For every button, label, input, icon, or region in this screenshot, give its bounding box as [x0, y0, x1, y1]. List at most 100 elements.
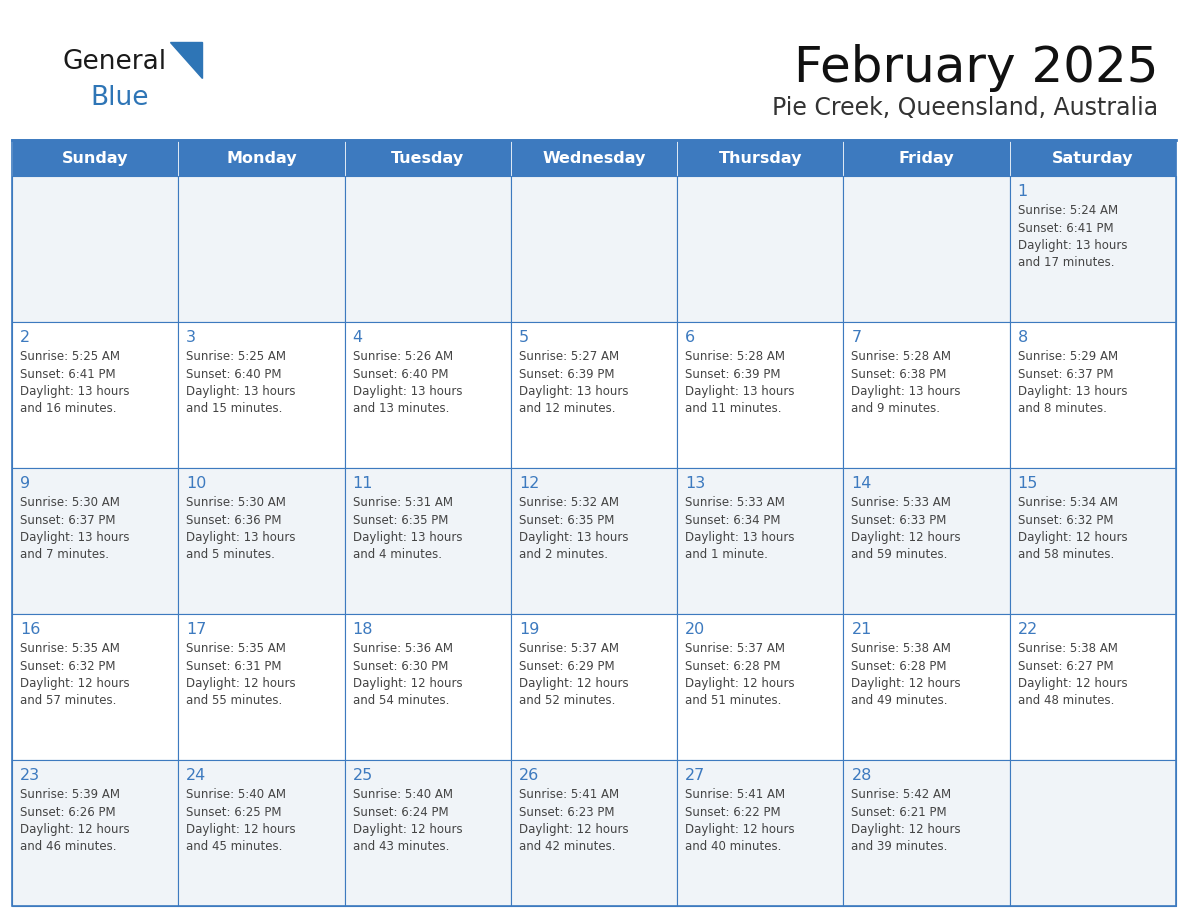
Bar [843, 176, 1010, 322]
Text: 10: 10 [187, 476, 207, 491]
Text: 20: 20 [685, 622, 706, 637]
Bar [345, 322, 511, 468]
Bar [12, 614, 178, 760]
Text: Monday: Monday [226, 151, 297, 165]
Text: Sunrise: 5:39 AM
Sunset: 6:26 PM
Daylight: 12 hours
and 46 minutes.: Sunrise: 5:39 AM Sunset: 6:26 PM Dayligh… [20, 788, 129, 854]
Text: 21: 21 [852, 622, 872, 637]
Text: 28: 28 [852, 768, 872, 783]
Text: 12: 12 [519, 476, 539, 491]
Text: 19: 19 [519, 622, 539, 637]
Bar [178, 322, 345, 468]
Bar [843, 322, 1010, 468]
Bar [511, 468, 677, 614]
Bar [843, 468, 1010, 614]
Bar [345, 140, 511, 176]
Text: 2: 2 [20, 330, 30, 345]
Bar [677, 322, 843, 468]
Bar [511, 176, 677, 322]
Text: 17: 17 [187, 622, 207, 637]
Bar [178, 614, 345, 760]
Text: Sunrise: 5:33 AM
Sunset: 6:34 PM
Daylight: 13 hours
and 1 minute.: Sunrise: 5:33 AM Sunset: 6:34 PM Dayligh… [685, 496, 795, 562]
Bar [511, 322, 677, 468]
Bar [677, 614, 843, 760]
Text: 22: 22 [1018, 622, 1038, 637]
Text: Sunrise: 5:37 AM
Sunset: 6:28 PM
Daylight: 12 hours
and 51 minutes.: Sunrise: 5:37 AM Sunset: 6:28 PM Dayligh… [685, 642, 795, 708]
Text: Sunrise: 5:25 AM
Sunset: 6:41 PM
Daylight: 13 hours
and 16 minutes.: Sunrise: 5:25 AM Sunset: 6:41 PM Dayligh… [20, 350, 129, 416]
Text: Sunrise: 5:32 AM
Sunset: 6:35 PM
Daylight: 13 hours
and 2 minutes.: Sunrise: 5:32 AM Sunset: 6:35 PM Dayligh… [519, 496, 628, 562]
Text: Tuesday: Tuesday [391, 151, 465, 165]
Text: Sunrise: 5:24 AM
Sunset: 6:41 PM
Daylight: 13 hours
and 17 minutes.: Sunrise: 5:24 AM Sunset: 6:41 PM Dayligh… [1018, 204, 1127, 270]
Text: Blue: Blue [90, 85, 148, 111]
Bar [345, 176, 511, 322]
Bar [511, 140, 677, 176]
Bar [843, 614, 1010, 760]
Text: Sunrise: 5:36 AM
Sunset: 6:30 PM
Daylight: 12 hours
and 54 minutes.: Sunrise: 5:36 AM Sunset: 6:30 PM Dayligh… [353, 642, 462, 708]
Bar [1010, 760, 1176, 906]
Text: Sunrise: 5:28 AM
Sunset: 6:38 PM
Daylight: 13 hours
and 9 minutes.: Sunrise: 5:28 AM Sunset: 6:38 PM Dayligh… [852, 350, 961, 416]
Bar [12, 176, 178, 322]
Text: Sunrise: 5:40 AM
Sunset: 6:24 PM
Daylight: 12 hours
and 43 minutes.: Sunrise: 5:40 AM Sunset: 6:24 PM Dayligh… [353, 788, 462, 854]
Bar [345, 468, 511, 614]
Text: 4: 4 [353, 330, 362, 345]
Text: 7: 7 [852, 330, 861, 345]
Text: 6: 6 [685, 330, 695, 345]
Text: Sunrise: 5:42 AM
Sunset: 6:21 PM
Daylight: 12 hours
and 39 minutes.: Sunrise: 5:42 AM Sunset: 6:21 PM Dayligh… [852, 788, 961, 854]
Text: 18: 18 [353, 622, 373, 637]
Bar [178, 760, 345, 906]
Text: 23: 23 [20, 768, 40, 783]
Text: Wednesday: Wednesday [542, 151, 646, 165]
Bar [345, 614, 511, 760]
Text: Sunrise: 5:31 AM
Sunset: 6:35 PM
Daylight: 13 hours
and 4 minutes.: Sunrise: 5:31 AM Sunset: 6:35 PM Dayligh… [353, 496, 462, 562]
Text: Sunrise: 5:33 AM
Sunset: 6:33 PM
Daylight: 12 hours
and 59 minutes.: Sunrise: 5:33 AM Sunset: 6:33 PM Dayligh… [852, 496, 961, 562]
Bar [12, 468, 178, 614]
Text: Sunrise: 5:27 AM
Sunset: 6:39 PM
Daylight: 13 hours
and 12 minutes.: Sunrise: 5:27 AM Sunset: 6:39 PM Dayligh… [519, 350, 628, 416]
Text: Sunrise: 5:35 AM
Sunset: 6:32 PM
Daylight: 12 hours
and 57 minutes.: Sunrise: 5:35 AM Sunset: 6:32 PM Dayligh… [20, 642, 129, 708]
Bar [677, 140, 843, 176]
Text: Sunrise: 5:30 AM
Sunset: 6:36 PM
Daylight: 13 hours
and 5 minutes.: Sunrise: 5:30 AM Sunset: 6:36 PM Dayligh… [187, 496, 296, 562]
Bar [511, 760, 677, 906]
Text: Saturday: Saturday [1053, 151, 1133, 165]
Bar [677, 760, 843, 906]
Text: Sunrise: 5:38 AM
Sunset: 6:27 PM
Daylight: 12 hours
and 48 minutes.: Sunrise: 5:38 AM Sunset: 6:27 PM Dayligh… [1018, 642, 1127, 708]
Text: Sunrise: 5:40 AM
Sunset: 6:25 PM
Daylight: 12 hours
and 45 minutes.: Sunrise: 5:40 AM Sunset: 6:25 PM Dayligh… [187, 788, 296, 854]
Text: 5: 5 [519, 330, 529, 345]
Text: Sunrise: 5:26 AM
Sunset: 6:40 PM
Daylight: 13 hours
and 13 minutes.: Sunrise: 5:26 AM Sunset: 6:40 PM Dayligh… [353, 350, 462, 416]
Text: February 2025: February 2025 [794, 44, 1158, 92]
Text: Sunrise: 5:29 AM
Sunset: 6:37 PM
Daylight: 13 hours
and 8 minutes.: Sunrise: 5:29 AM Sunset: 6:37 PM Dayligh… [1018, 350, 1127, 416]
Bar [12, 322, 178, 468]
Text: 8: 8 [1018, 330, 1028, 345]
Bar [345, 760, 511, 906]
Text: Sunrise: 5:25 AM
Sunset: 6:40 PM
Daylight: 13 hours
and 15 minutes.: Sunrise: 5:25 AM Sunset: 6:40 PM Dayligh… [187, 350, 296, 416]
Text: Sunrise: 5:37 AM
Sunset: 6:29 PM
Daylight: 12 hours
and 52 minutes.: Sunrise: 5:37 AM Sunset: 6:29 PM Dayligh… [519, 642, 628, 708]
Text: 9: 9 [20, 476, 30, 491]
Text: Sunday: Sunday [62, 151, 128, 165]
Bar [178, 468, 345, 614]
Bar [1010, 322, 1176, 468]
Bar [12, 760, 178, 906]
Text: 24: 24 [187, 768, 207, 783]
Text: Sunrise: 5:41 AM
Sunset: 6:23 PM
Daylight: 12 hours
and 42 minutes.: Sunrise: 5:41 AM Sunset: 6:23 PM Dayligh… [519, 788, 628, 854]
Polygon shape [170, 42, 202, 78]
Text: Sunrise: 5:28 AM
Sunset: 6:39 PM
Daylight: 13 hours
and 11 minutes.: Sunrise: 5:28 AM Sunset: 6:39 PM Dayligh… [685, 350, 795, 416]
Bar [843, 140, 1010, 176]
Text: Sunrise: 5:35 AM
Sunset: 6:31 PM
Daylight: 12 hours
and 55 minutes.: Sunrise: 5:35 AM Sunset: 6:31 PM Dayligh… [187, 642, 296, 708]
Bar [677, 468, 843, 614]
Text: 26: 26 [519, 768, 539, 783]
Bar [12, 140, 1176, 906]
Bar [1010, 614, 1176, 760]
Bar [178, 176, 345, 322]
Bar [511, 614, 677, 760]
Text: 27: 27 [685, 768, 706, 783]
Bar [12, 140, 178, 176]
Bar [843, 760, 1010, 906]
Text: 15: 15 [1018, 476, 1038, 491]
Text: Sunrise: 5:38 AM
Sunset: 6:28 PM
Daylight: 12 hours
and 49 minutes.: Sunrise: 5:38 AM Sunset: 6:28 PM Dayligh… [852, 642, 961, 708]
Text: Pie Creek, Queensland, Australia: Pie Creek, Queensland, Australia [772, 96, 1158, 120]
Text: 25: 25 [353, 768, 373, 783]
Bar [1010, 468, 1176, 614]
Bar [1010, 176, 1176, 322]
Text: Sunrise: 5:30 AM
Sunset: 6:37 PM
Daylight: 13 hours
and 7 minutes.: Sunrise: 5:30 AM Sunset: 6:37 PM Dayligh… [20, 496, 129, 562]
Bar [677, 176, 843, 322]
Bar [178, 140, 345, 176]
Text: Sunrise: 5:41 AM
Sunset: 6:22 PM
Daylight: 12 hours
and 40 minutes.: Sunrise: 5:41 AM Sunset: 6:22 PM Dayligh… [685, 788, 795, 854]
